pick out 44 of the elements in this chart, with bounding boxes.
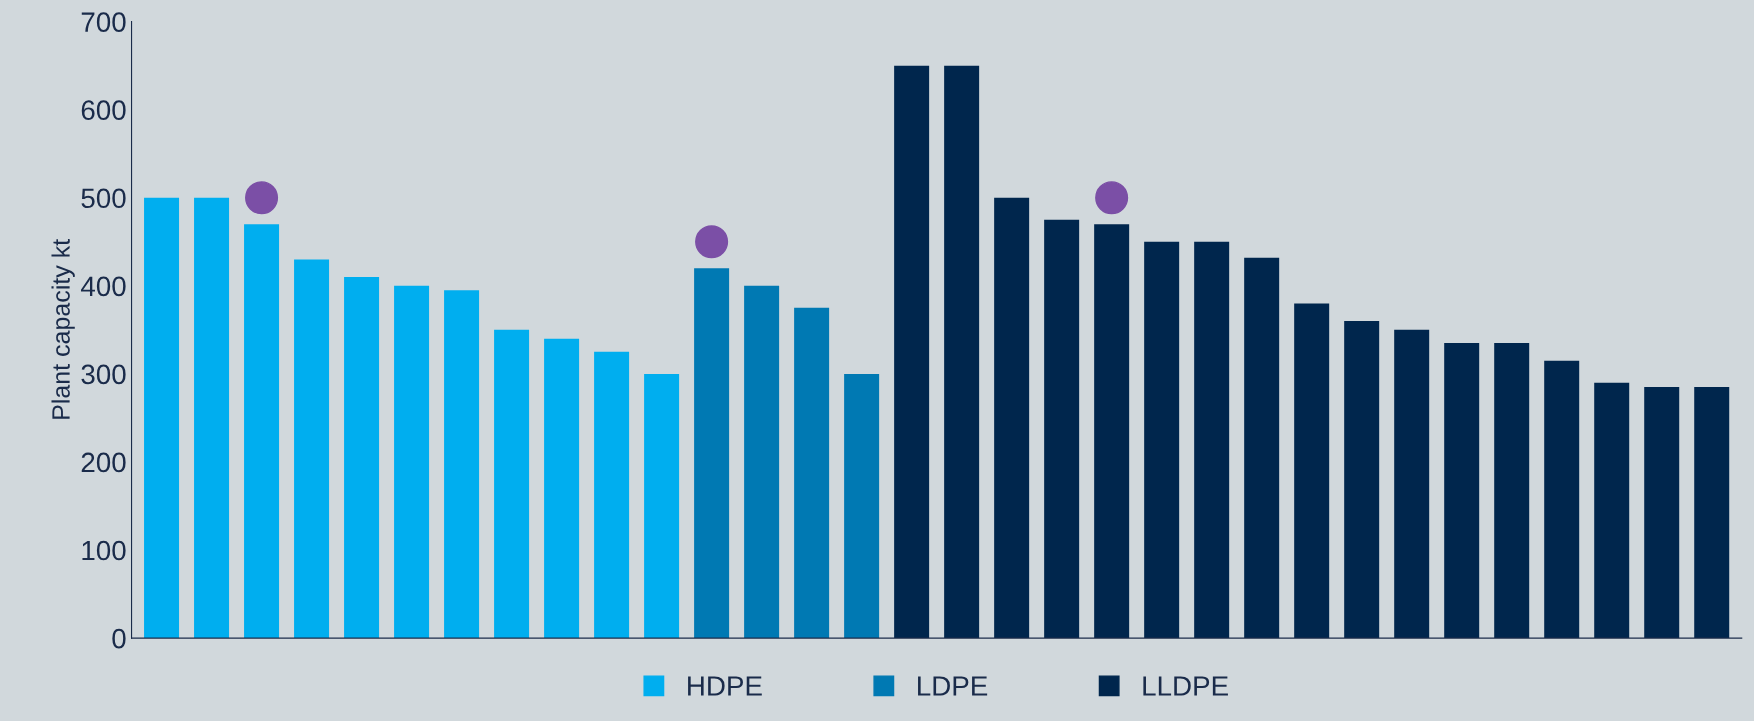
bar (1494, 343, 1530, 639)
bar (1294, 303, 1330, 639)
legend-label: HDPE (688, 676, 762, 696)
bar (594, 351, 630, 639)
bar (1094, 224, 1130, 639)
y-tick-label: 200 (81, 452, 126, 473)
bar (1544, 360, 1580, 639)
bar (444, 290, 480, 639)
bar (494, 329, 530, 639)
bar (644, 373, 680, 639)
bar (1144, 241, 1180, 639)
bar (194, 197, 230, 639)
bar (144, 197, 180, 639)
y-tick-label: 600 (81, 100, 126, 121)
y-tick-label: 400 (80, 276, 126, 297)
bar (844, 373, 880, 639)
bar (794, 307, 830, 639)
bar (544, 338, 580, 639)
bar (1694, 387, 1730, 639)
bar (1594, 382, 1630, 639)
bar (1044, 219, 1080, 639)
bar (944, 65, 980, 639)
y-tick-label: 0 (112, 628, 126, 649)
bar (1244, 257, 1280, 639)
bar (744, 285, 780, 639)
y-tick-label: 300 (81, 364, 126, 385)
legend-label: LLDPE (1143, 676, 1228, 696)
bar (244, 224, 280, 639)
bar (1394, 329, 1430, 639)
bar (344, 277, 380, 639)
y-axis-title: Plant capacity kt (51, 239, 75, 419)
bar (694, 268, 730, 639)
bar (1194, 241, 1230, 639)
bar (294, 259, 330, 639)
bar (1444, 343, 1480, 639)
bar (894, 65, 930, 639)
bar (1644, 387, 1680, 639)
y-tick-label: 700 (81, 12, 126, 32)
y-tick-label: 100 (82, 540, 126, 561)
bar (994, 197, 1030, 639)
bar (394, 285, 430, 639)
bar (1344, 321, 1380, 639)
y-tick-label: 500 (81, 188, 126, 209)
legend-label: LDPE (918, 676, 988, 696)
